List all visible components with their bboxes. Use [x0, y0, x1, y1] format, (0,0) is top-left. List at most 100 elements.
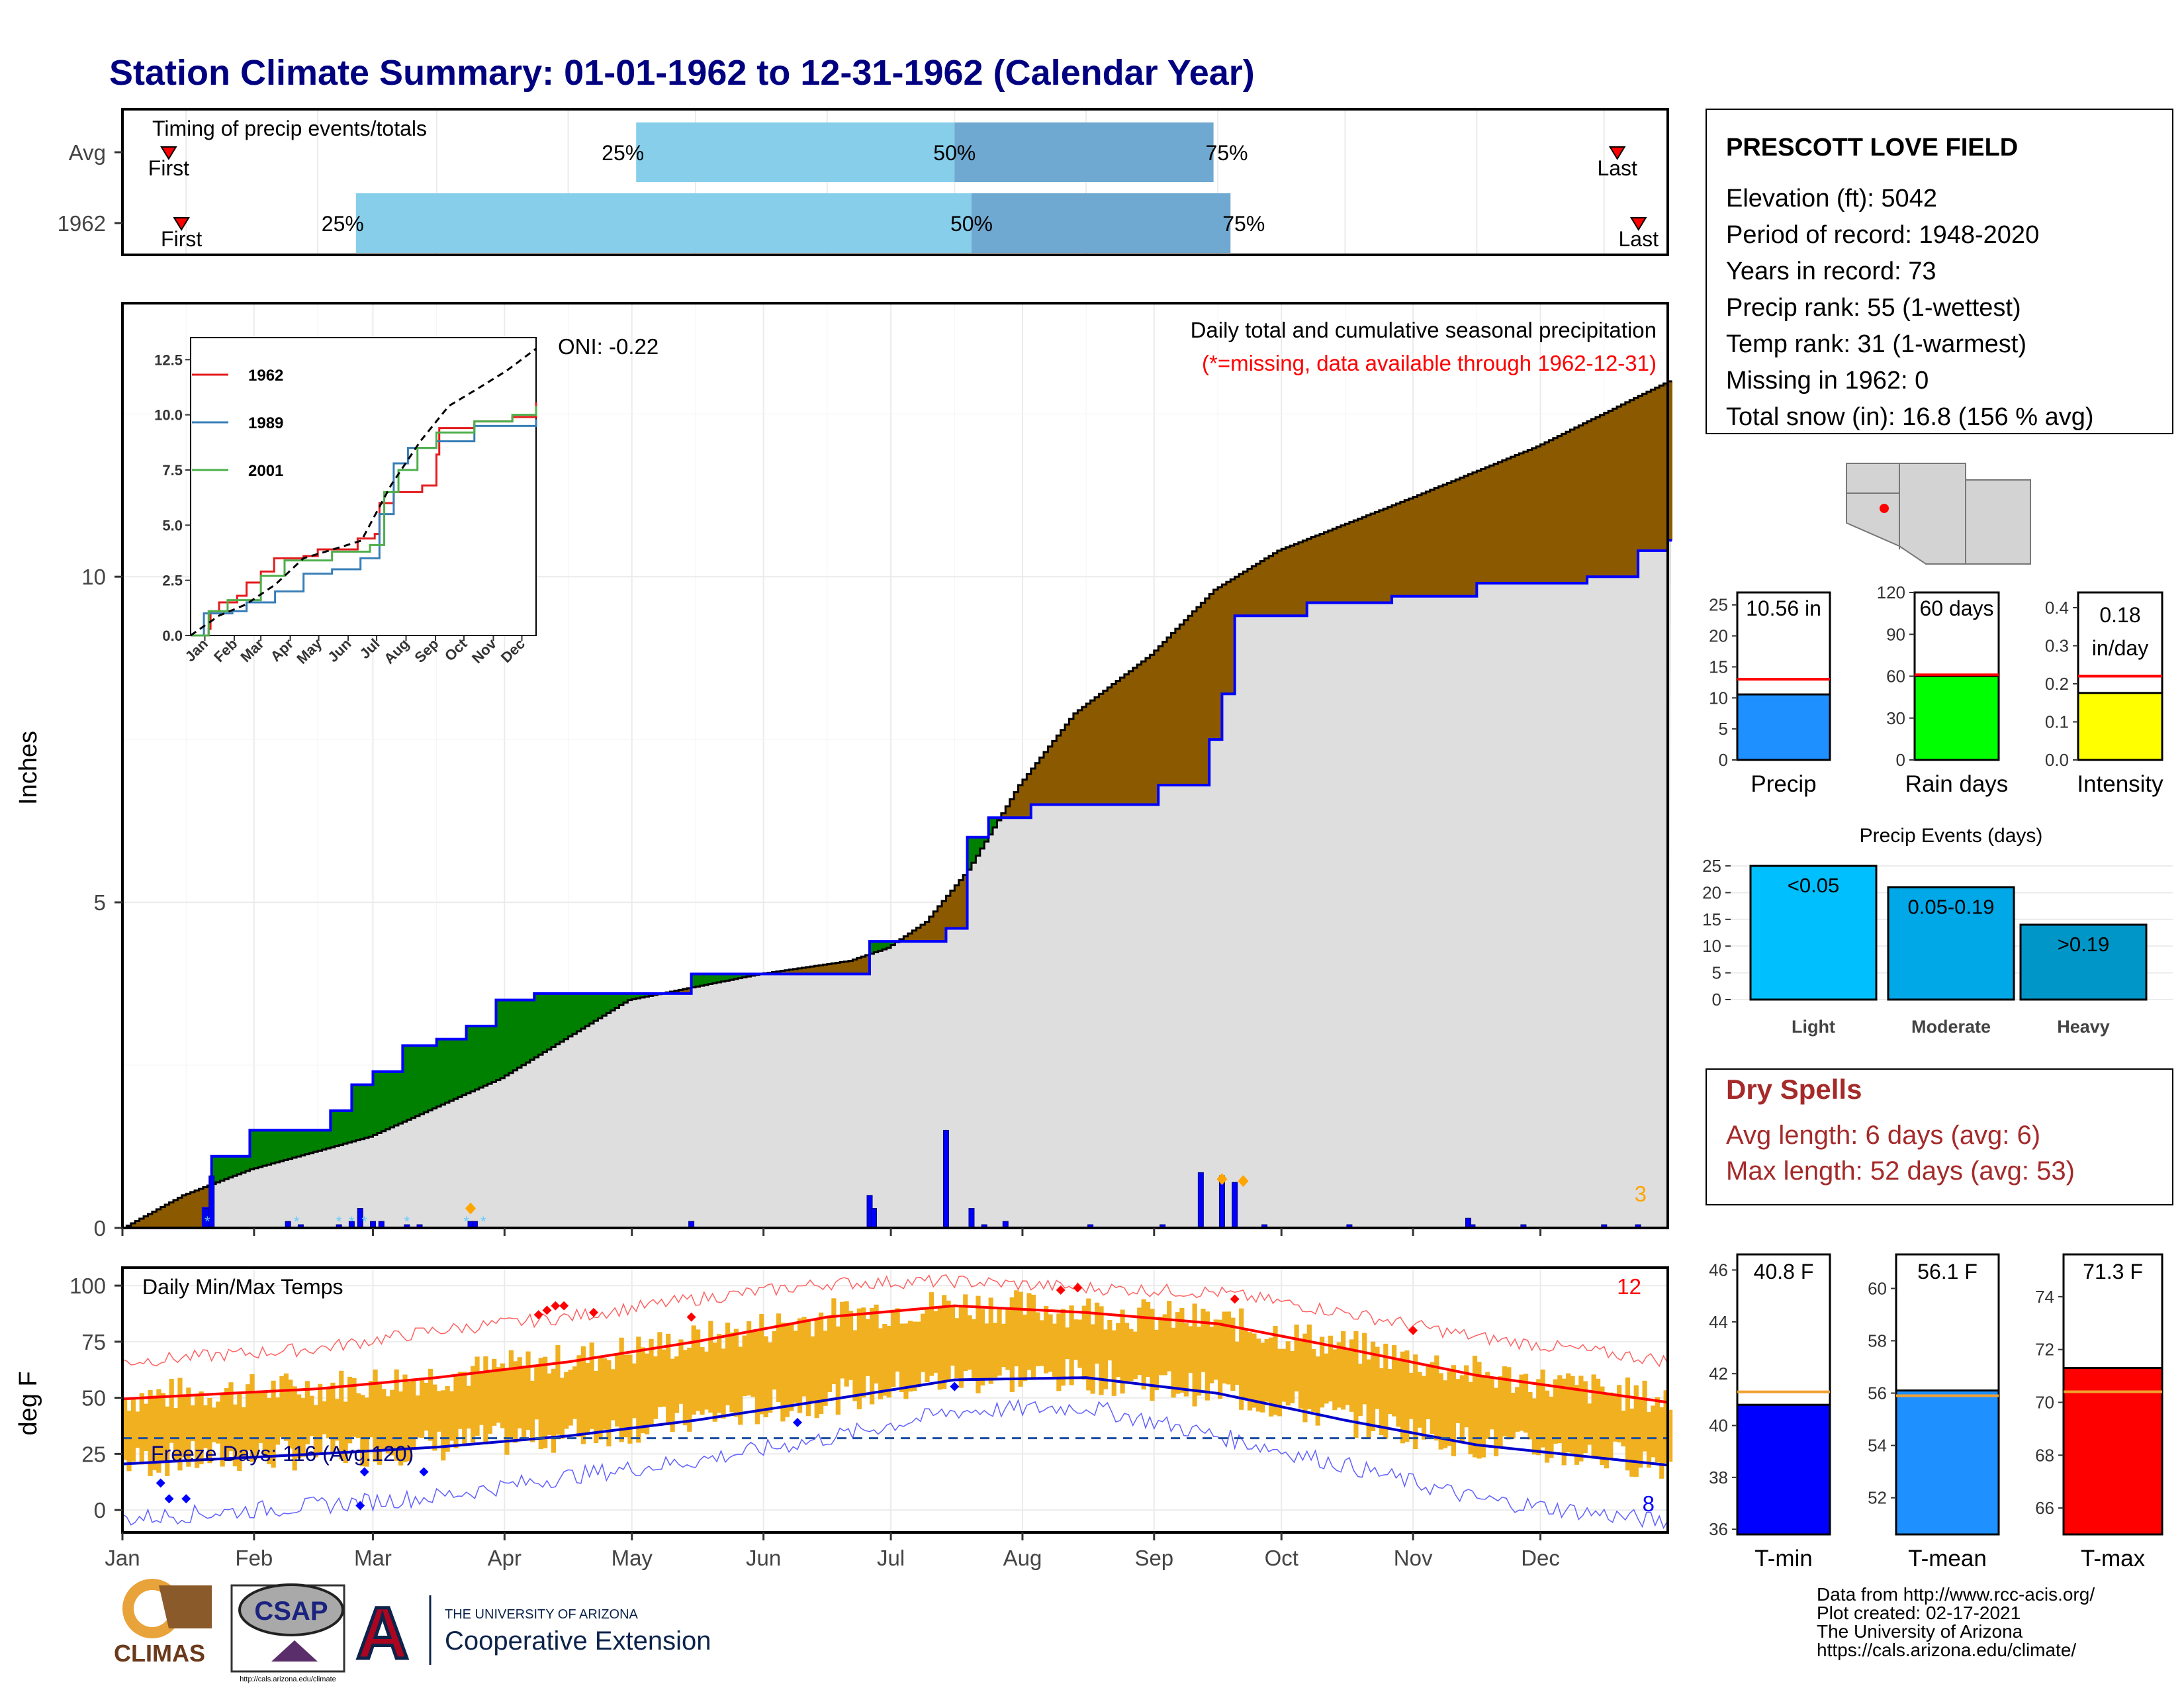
below-average-fill — [933, 911, 938, 942]
below-average-fill — [797, 968, 802, 974]
below-average-fill — [1086, 704, 1091, 805]
mini-bar-value-unit: in/day — [2092, 636, 2148, 660]
above-average-fill — [283, 1130, 289, 1160]
below-average-fill — [1485, 467, 1490, 584]
daily-temp-range-bar — [1030, 1294, 1036, 1380]
heavy-precip-marker — [1216, 1173, 1228, 1186]
below-average-fill — [1595, 417, 1600, 577]
below-average-fill — [1447, 483, 1452, 596]
below-average-fill — [199, 1188, 204, 1228]
month-label: Sep — [1134, 1546, 1173, 1570]
footer-line: Data from http://www.rcc-acis.org/ — [1817, 1584, 2095, 1605]
daily-temp-range-bar — [1646, 1412, 1652, 1468]
above-average-fill — [406, 1045, 412, 1120]
timing-content: 25% 50% 75% First Last 25% 50% 75% First Last — [148, 122, 1659, 253]
observed-cumulative-line — [122, 539, 1672, 1229]
below-average-fill — [1536, 446, 1541, 584]
below-average-fill — [1239, 574, 1244, 616]
daily-temp-range-bar — [1591, 1374, 1596, 1459]
daily-temp-range-bar — [746, 1321, 752, 1395]
precip-y-tick-label: 0 — [94, 1216, 106, 1241]
above-average-fill — [572, 993, 577, 1034]
daily-temp-range-bar — [1527, 1391, 1533, 1440]
below-average-fill — [1277, 550, 1282, 616]
mini-bar-y-tick-label: 25 — [1709, 595, 1728, 615]
timing-pct-50: 50% — [933, 141, 976, 165]
below-average-fill — [1493, 463, 1499, 584]
temp-bar-y-tick-label: 74 — [2035, 1287, 2054, 1307]
above-average-fill — [564, 993, 569, 1039]
daily-temp-range-bar — [126, 1411, 132, 1472]
daily-temp-range-bar — [598, 1356, 603, 1440]
daily-temp-range-bar — [292, 1386, 297, 1471]
daily-temp-range-bar — [1421, 1376, 1427, 1440]
daily-temp-range-bar — [801, 1317, 807, 1397]
below-average-fill — [1531, 448, 1537, 584]
above-average-fill — [631, 993, 637, 1000]
daily-temp-range-bar — [696, 1329, 701, 1411]
daily-temp-range-bar — [1201, 1309, 1206, 1372]
below-average-fill — [856, 958, 862, 974]
first-event-label: First — [161, 227, 202, 251]
daily-temp-range-bar — [1311, 1349, 1316, 1412]
daily-temp-range-bar — [1608, 1392, 1614, 1460]
below-average-fill — [1001, 813, 1006, 818]
station-name: PRESCOTT LOVE FIELD — [1726, 134, 2018, 162]
daily-temp-range-bar — [1035, 1312, 1040, 1366]
precip-events-title: Precip Events (days) — [1860, 825, 2043, 847]
daily-temp-range-bar — [848, 1311, 854, 1380]
daily-temp-range-bar — [250, 1374, 255, 1462]
mini-bar-title: Precip — [1751, 771, 1816, 797]
below-average-fill — [1345, 524, 1350, 603]
footer-line: The University of Arizona — [1817, 1621, 2023, 1642]
daily-temp-range-bar — [288, 1380, 293, 1449]
record-low-marker — [419, 1467, 429, 1477]
timing-row-labels: Avg 1962 — [58, 140, 122, 236]
events-category-label: Heavy — [2057, 1017, 2110, 1037]
below-average-fill — [840, 962, 845, 974]
above-average-fill — [636, 993, 641, 999]
above-average-fill — [708, 974, 713, 984]
daily-temp-range-bar — [258, 1392, 263, 1443]
last-event-label: Last — [1597, 156, 1637, 180]
above-average-fill — [733, 974, 739, 979]
daily-temp-range-bar — [275, 1397, 281, 1445]
daily-temp-range-bar — [551, 1368, 557, 1453]
dry-spells-avg: Avg length: 6 days (avg: 6) — [1726, 1121, 2040, 1150]
inset-y-tick-label: 2.5 — [162, 573, 183, 589]
daily-temp-range-bar — [1247, 1332, 1253, 1411]
daily-temp-range-bar — [1400, 1351, 1406, 1444]
daily-temp-range-bar — [144, 1403, 149, 1451]
below-average-fill — [1566, 432, 1571, 584]
daily-temp-range-bar — [1434, 1355, 1439, 1441]
daily-temp-range-bar — [1651, 1405, 1656, 1458]
daily-temp-range-bar — [1443, 1380, 1448, 1448]
temp-y-axis: 0 25 50 75 100 — [69, 1274, 122, 1523]
daily-temp-range-bar — [916, 1321, 921, 1387]
precip-missing-note: (*=missing, data available through 1962-… — [1202, 351, 1657, 375]
above-average-fill — [398, 1071, 403, 1124]
precip-y-tick-label: 5 — [94, 890, 106, 915]
daily-temp-range-bar — [997, 1308, 1002, 1376]
daily-temp-range-bar — [1222, 1311, 1227, 1383]
below-average-fill — [195, 1190, 200, 1228]
daily-temp-range-bar — [721, 1348, 726, 1419]
daily-temp-range-bar — [691, 1325, 696, 1415]
cold-day-count: 8 — [1643, 1491, 1655, 1516]
station-box-frame — [1706, 109, 2173, 434]
above-average-fill — [551, 993, 556, 1047]
below-average-fill — [1273, 553, 1278, 616]
temp-y-tick-label: 50 — [81, 1386, 106, 1411]
daily-temp-range-bar — [283, 1373, 289, 1441]
below-average-fill — [1183, 620, 1189, 786]
record-low-marker — [355, 1501, 365, 1511]
below-average-fill — [916, 927, 921, 942]
below-average-fill — [203, 1187, 208, 1209]
below-average-fill — [1124, 674, 1129, 805]
below-average-fill — [1438, 486, 1443, 596]
below-average-fill — [865, 955, 870, 974]
inset-legend-label: 1962 — [248, 367, 283, 385]
mini-bar-y-tick-label: 0.0 — [2045, 750, 2069, 770]
daily-temp-range-bar — [891, 1309, 896, 1387]
daily-temp-range-bar — [428, 1368, 433, 1441]
